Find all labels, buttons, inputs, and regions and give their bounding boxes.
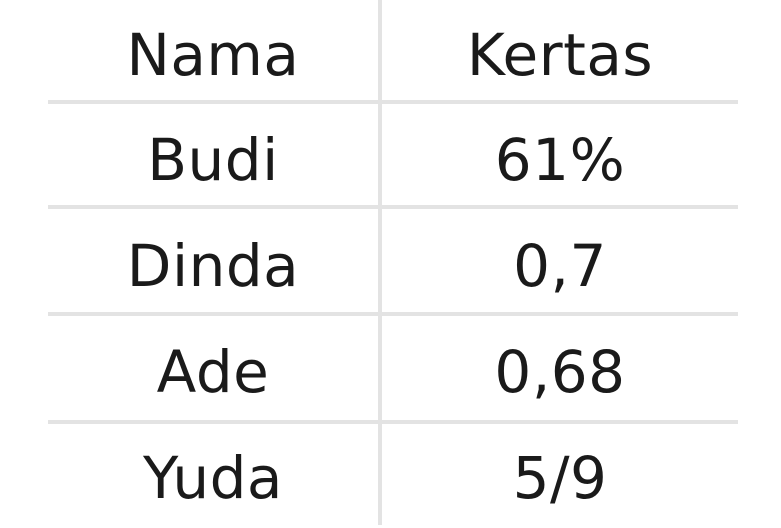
row-divider <box>48 100 738 104</box>
header-nama: Nama <box>126 21 300 89</box>
table-cell-value: 5/9 <box>512 444 608 512</box>
table-cell-name: Yuda <box>143 444 283 512</box>
table-cell-value: 0,68 <box>494 338 626 406</box>
column-divider <box>378 0 382 525</box>
row-divider <box>48 205 738 209</box>
table-cell-value: 61% <box>494 126 626 194</box>
data-table: Nama Kertas Budi 61% Dinda 0,7 Ade 0,68 … <box>48 0 738 525</box>
table-cell-name: Ade <box>156 338 270 406</box>
header-kertas: Kertas <box>466 21 654 89</box>
row-divider <box>48 420 738 424</box>
table-cell-name: Dinda <box>126 232 300 300</box>
row-divider <box>48 312 738 316</box>
table-cell-value: 0,7 <box>513 232 607 300</box>
table-cell-name: Budi <box>147 126 279 194</box>
